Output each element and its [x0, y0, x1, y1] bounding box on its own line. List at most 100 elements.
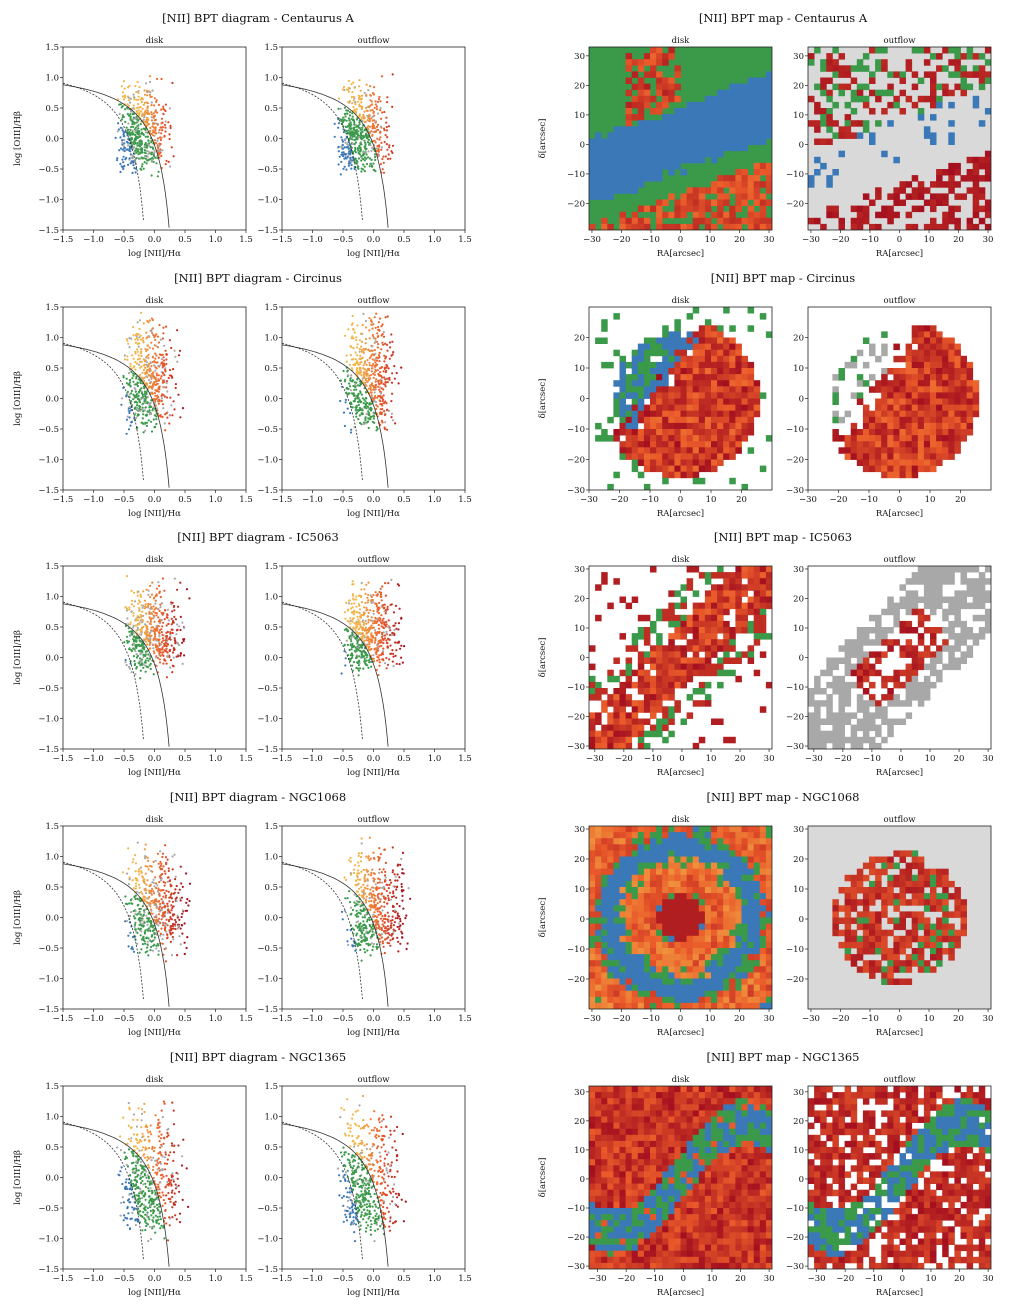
kauffmann-line — [63, 82, 144, 222]
map-pixel — [930, 465, 937, 473]
map-pixel — [595, 193, 602, 200]
map-pixel — [601, 435, 608, 442]
map-pixel — [662, 138, 669, 145]
data-point — [375, 312, 378, 315]
map-pixel — [723, 398, 730, 405]
data-point — [365, 413, 368, 416]
map-pixel — [668, 83, 675, 91]
x-tick-label: −10 — [641, 495, 659, 505]
data-point — [352, 328, 355, 331]
map-pixel — [595, 162, 602, 170]
map-pixel — [869, 349, 876, 357]
data-point — [341, 147, 345, 150]
data-point — [165, 159, 168, 162]
map-pixel — [589, 150, 596, 158]
map-pixel — [711, 355, 718, 363]
map-pixel — [814, 217, 821, 225]
data-point — [358, 98, 361, 101]
map-pixel — [960, 416, 967, 424]
map-pixel — [589, 187, 596, 194]
map-pixel — [601, 162, 608, 170]
data-point — [390, 400, 393, 403]
data-point — [134, 650, 137, 653]
data-point — [368, 317, 371, 320]
data-point — [133, 138, 136, 141]
data-point — [375, 429, 378, 432]
data-point — [182, 639, 185, 643]
data-point — [136, 103, 140, 106]
panel-title: outflow — [883, 296, 916, 306]
map-pixel — [686, 355, 694, 363]
map-pixel — [631, 175, 639, 182]
data-point — [159, 136, 162, 139]
data-point — [161, 403, 164, 406]
map-pixel — [911, 386, 919, 393]
data-point — [358, 147, 362, 150]
data-point — [361, 377, 364, 380]
data-point — [377, 612, 380, 615]
data-point — [363, 360, 367, 363]
data-point — [352, 126, 355, 130]
map-pixel — [905, 95, 913, 103]
bpt-map-title: [NII] BPT map - Centaurus A — [699, 11, 868, 25]
map-pixel — [759, 120, 767, 127]
x-tick-label: −1.0 — [302, 495, 323, 505]
map-pixel — [862, 65, 870, 72]
data-point — [379, 130, 382, 133]
data-point — [380, 141, 383, 144]
data-point — [125, 664, 128, 667]
map-pixel — [625, 53, 633, 60]
data-point — [162, 386, 165, 389]
data-point — [347, 392, 350, 395]
map-pixel — [656, 77, 663, 84]
data-point — [337, 163, 340, 166]
map-pixel — [643, 126, 651, 133]
map-pixel — [656, 361, 663, 369]
data-point — [380, 117, 383, 120]
map-pixel — [735, 441, 742, 448]
map-pixel — [589, 144, 596, 152]
map-pixel — [942, 380, 949, 387]
map-pixel — [881, 422, 888, 430]
map-pixel — [930, 398, 937, 405]
data-point — [159, 595, 162, 599]
map-pixel — [668, 77, 675, 84]
data-point — [164, 349, 167, 352]
data-point — [136, 384, 139, 388]
data-point — [151, 347, 155, 350]
data-point — [138, 662, 141, 665]
data-point — [138, 633, 141, 636]
data-point — [349, 622, 352, 625]
data-point — [133, 365, 136, 368]
map-pixel — [692, 144, 700, 152]
map-pixel — [723, 108, 730, 115]
map-pixel — [637, 453, 645, 460]
data-point — [142, 167, 145, 170]
map-pixel — [625, 89, 633, 97]
map-pixel — [595, 181, 602, 188]
map-pixel — [911, 71, 919, 78]
map-pixel — [650, 459, 657, 466]
map-pixel — [698, 477, 706, 485]
data-point — [126, 355, 129, 358]
map-pixel — [881, 435, 888, 442]
data-point — [381, 111, 384, 114]
data-point — [119, 162, 122, 165]
data-point — [377, 354, 381, 357]
map-pixel — [893, 95, 900, 103]
map-pixel — [747, 386, 755, 393]
map-pixel — [723, 410, 730, 418]
data-point — [149, 382, 152, 385]
data-point — [355, 388, 358, 391]
data-point — [382, 370, 385, 373]
data-point — [363, 348, 367, 351]
map-pixel — [844, 435, 852, 442]
map-pixel — [686, 441, 694, 448]
data-point — [165, 358, 168, 361]
map-pixel — [741, 386, 748, 393]
map-pixel — [747, 368, 755, 375]
data-point — [145, 588, 148, 591]
data-point — [168, 649, 171, 652]
data-point — [337, 126, 340, 129]
map-pixel — [850, 453, 858, 460]
